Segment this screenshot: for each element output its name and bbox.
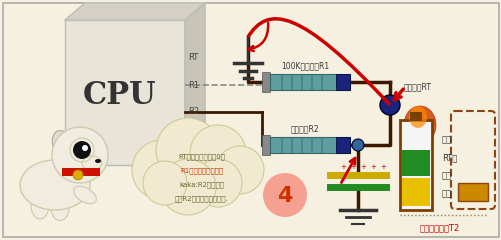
Text: RT: RT bbox=[188, 54, 198, 62]
Bar bbox=[62, 168, 100, 176]
Text: RT给: RT给 bbox=[441, 154, 456, 162]
Text: RT设成输出（输出0）: RT设成输出（输出0） bbox=[178, 154, 225, 160]
Circle shape bbox=[189, 125, 245, 181]
Bar bbox=[335, 137, 349, 153]
Text: +: + bbox=[349, 164, 355, 170]
Text: 所需要的时间T2: 所需要的时间T2 bbox=[419, 223, 459, 233]
Bar bbox=[262, 135, 270, 155]
Bar bbox=[401, 178, 429, 206]
Polygon shape bbox=[185, 3, 204, 165]
Circle shape bbox=[351, 139, 363, 151]
Text: +: + bbox=[369, 164, 375, 170]
Circle shape bbox=[52, 127, 108, 183]
Text: R1设成输入（高阱）: R1设成输入（高阱） bbox=[180, 168, 223, 174]
Text: 热敏电阱RT: 热敏电阱RT bbox=[403, 83, 431, 91]
Bar bbox=[335, 74, 349, 90]
Bar bbox=[457, 183, 487, 201]
Polygon shape bbox=[65, 3, 204, 20]
Text: 直到R2管脚得到低电平。.: 直到R2管脚得到低电平。. bbox=[175, 196, 228, 202]
Text: +: + bbox=[339, 164, 345, 170]
Bar bbox=[401, 150, 429, 176]
Text: 通过: 通过 bbox=[441, 136, 451, 144]
Circle shape bbox=[73, 170, 83, 180]
Text: 泄流电阱R2: 泄流电阱R2 bbox=[290, 124, 319, 133]
Bar bbox=[409, 112, 421, 121]
Bar bbox=[270, 137, 349, 153]
Circle shape bbox=[132, 140, 191, 200]
Text: +: + bbox=[359, 164, 365, 170]
Text: R2: R2 bbox=[188, 108, 199, 116]
Circle shape bbox=[193, 159, 241, 207]
Text: CPU: CPU bbox=[83, 79, 156, 110]
Circle shape bbox=[156, 118, 219, 182]
Bar bbox=[65, 20, 185, 165]
Text: 电容: 电容 bbox=[441, 172, 451, 180]
Text: kaka:R2设成输入: kaka:R2设成输入 bbox=[179, 182, 224, 188]
Ellipse shape bbox=[74, 186, 96, 204]
Bar bbox=[270, 74, 349, 90]
Circle shape bbox=[379, 95, 399, 115]
Circle shape bbox=[160, 159, 215, 215]
Bar bbox=[262, 72, 270, 92]
Ellipse shape bbox=[95, 159, 101, 163]
Circle shape bbox=[263, 173, 307, 217]
Ellipse shape bbox=[82, 156, 102, 170]
Text: 100K高精电阱R1: 100K高精电阱R1 bbox=[281, 61, 329, 70]
Circle shape bbox=[73, 141, 91, 159]
Text: 4: 4 bbox=[277, 186, 292, 206]
Ellipse shape bbox=[51, 196, 69, 221]
Circle shape bbox=[215, 146, 264, 194]
Text: 放电: 放电 bbox=[441, 190, 451, 198]
Text: +: + bbox=[379, 164, 385, 170]
Circle shape bbox=[82, 145, 88, 151]
Ellipse shape bbox=[403, 106, 435, 144]
Ellipse shape bbox=[52, 131, 74, 160]
Bar bbox=[399, 120, 431, 210]
Circle shape bbox=[143, 161, 187, 205]
Ellipse shape bbox=[31, 191, 49, 219]
Ellipse shape bbox=[20, 160, 90, 210]
Text: R1: R1 bbox=[188, 80, 199, 90]
Ellipse shape bbox=[408, 106, 426, 128]
